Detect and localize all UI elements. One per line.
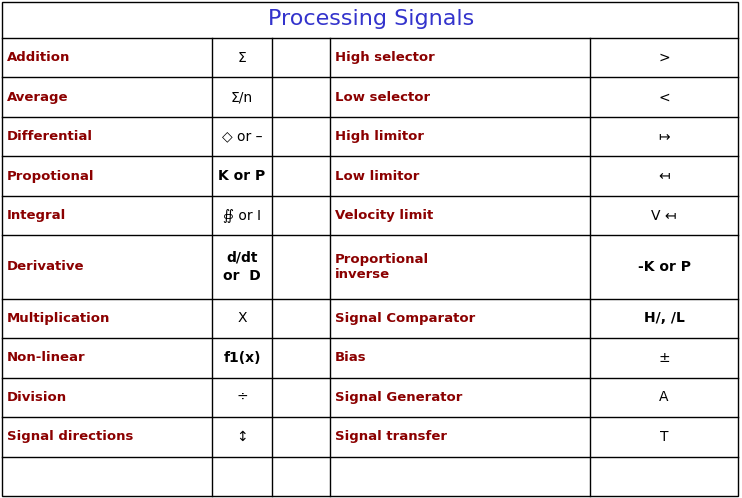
Text: ±: ±	[658, 351, 670, 365]
Text: X: X	[237, 311, 247, 325]
Text: A: A	[659, 390, 669, 404]
Text: Addition: Addition	[7, 51, 70, 64]
Text: Bias: Bias	[335, 351, 367, 365]
Text: >: >	[658, 51, 670, 65]
Text: Proportional
inverse: Proportional inverse	[335, 252, 429, 281]
Text: Signal Generator: Signal Generator	[335, 391, 462, 404]
Text: Signal Comparator: Signal Comparator	[335, 312, 475, 325]
Text: Processing Signals: Processing Signals	[268, 9, 474, 29]
Text: Propotional: Propotional	[7, 170, 94, 183]
Text: K or P: K or P	[218, 169, 266, 183]
Text: Division: Division	[7, 391, 67, 404]
Text: Multiplication: Multiplication	[7, 312, 111, 325]
Text: Non-linear: Non-linear	[7, 351, 85, 365]
Text: High selector: High selector	[335, 51, 435, 64]
Text: ∯ or I: ∯ or I	[223, 209, 261, 223]
Text: f1(x): f1(x)	[223, 351, 260, 365]
Text: Differential: Differential	[7, 130, 93, 143]
Text: ÷: ÷	[236, 390, 248, 404]
Text: -K or P: -K or P	[637, 260, 691, 274]
Text: ↤: ↤	[658, 169, 670, 183]
Text: Average: Average	[7, 91, 68, 104]
Text: V ↤: V ↤	[651, 209, 677, 223]
Text: Σ/n: Σ/n	[231, 90, 253, 104]
Text: <: <	[658, 90, 670, 104]
Text: d/dt
or  D: d/dt or D	[223, 251, 261, 283]
Text: Signal directions: Signal directions	[7, 430, 134, 443]
Text: ◇ or –: ◇ or –	[222, 129, 262, 144]
Text: ↕: ↕	[236, 430, 248, 444]
Text: Velocity limit: Velocity limit	[335, 209, 433, 222]
Text: Integral: Integral	[7, 209, 66, 222]
Text: ↦: ↦	[658, 129, 670, 144]
Text: Low selector: Low selector	[335, 91, 430, 104]
Text: Σ: Σ	[237, 51, 246, 65]
Text: Signal transfer: Signal transfer	[335, 430, 447, 443]
Text: High limitor: High limitor	[335, 130, 424, 143]
Text: H/, /L: H/, /L	[643, 311, 684, 325]
Text: Derivative: Derivative	[7, 260, 85, 273]
Text: T: T	[660, 430, 669, 444]
Text: Low limitor: Low limitor	[335, 170, 419, 183]
